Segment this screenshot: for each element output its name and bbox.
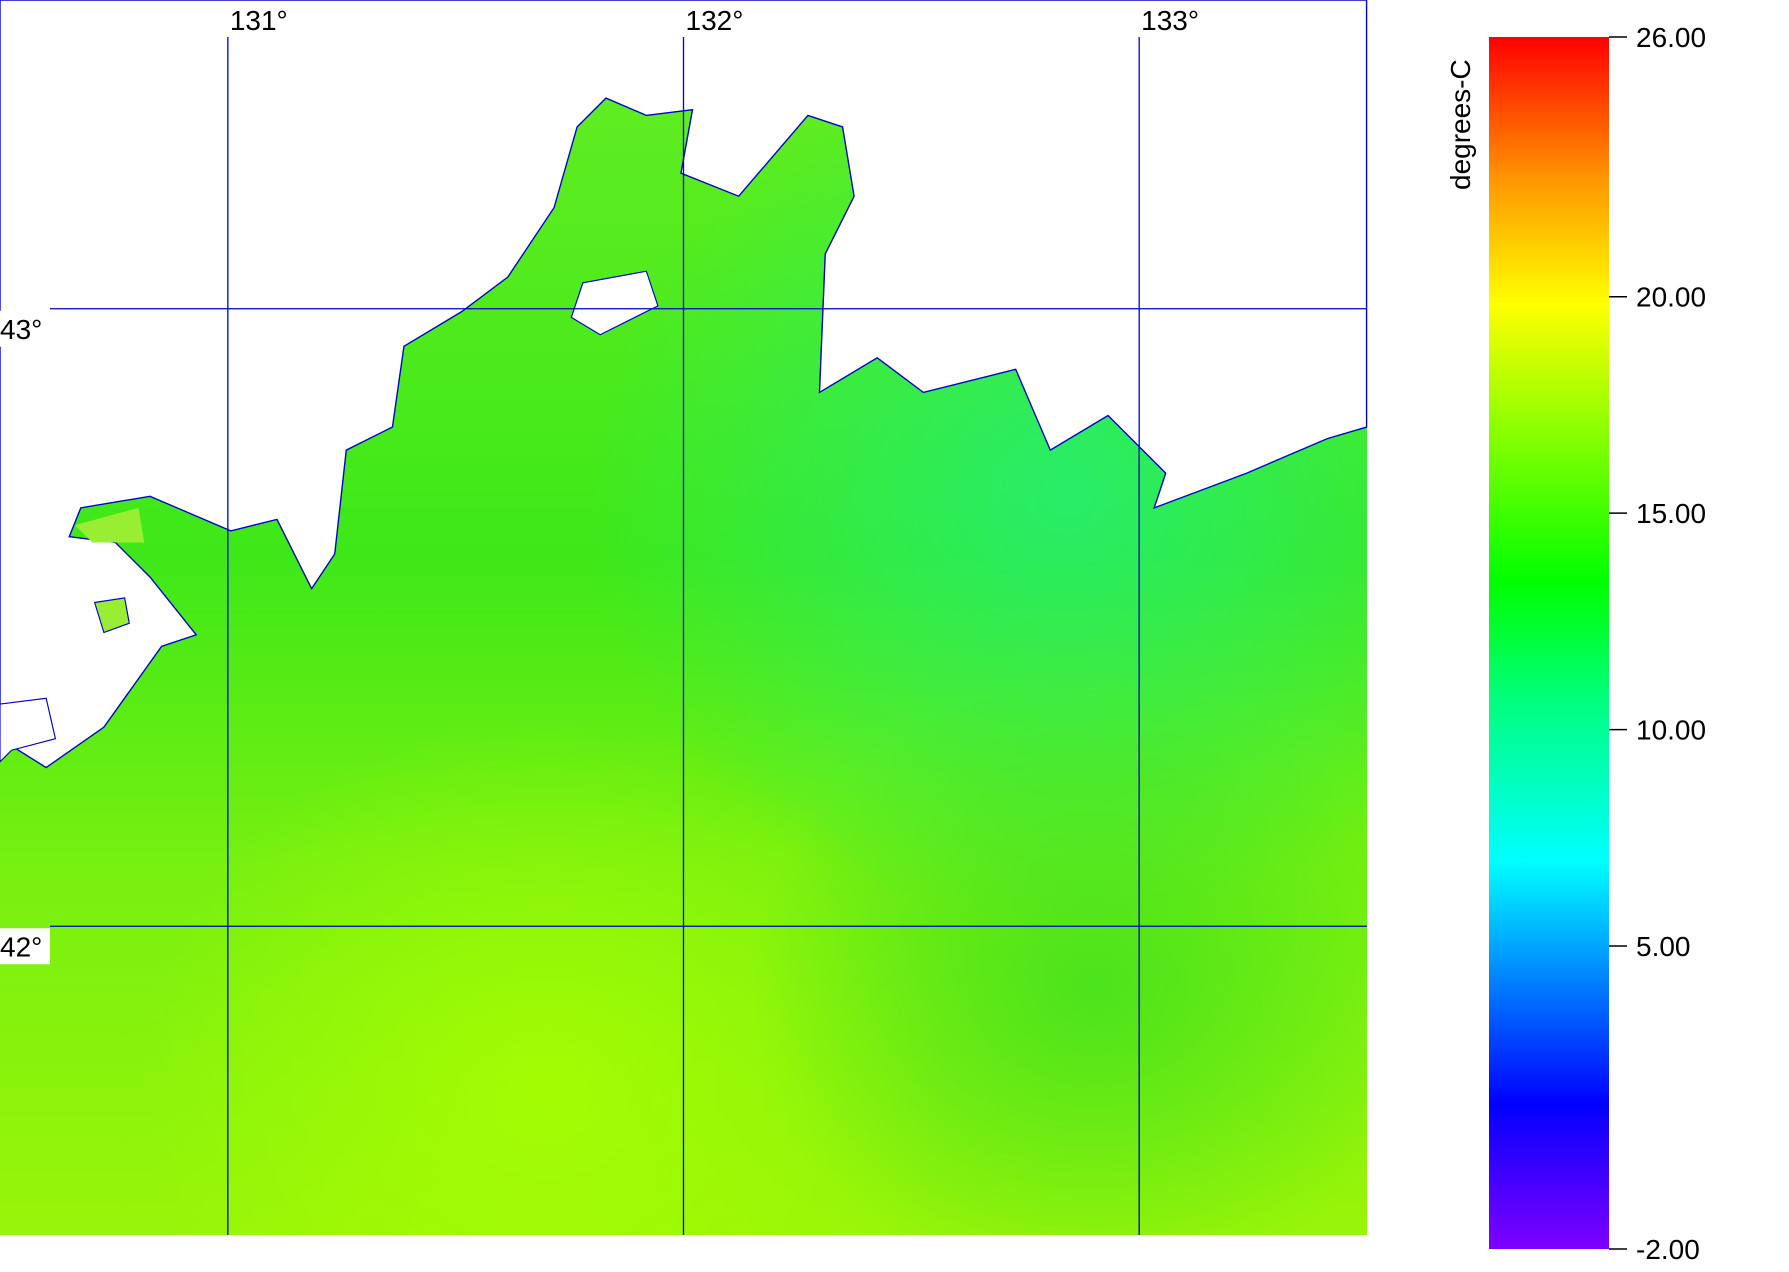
lon-label: 132° [686,5,744,36]
lon-label: 133° [1141,5,1199,36]
colorbar-tick-label: 26.00 [1636,22,1706,53]
label-bg [0,928,50,965]
island [93,597,130,634]
bay [75,507,145,543]
lon-label: 131° [230,5,288,36]
colorbar-tick-label: 10.00 [1636,715,1706,746]
colorbar-tick-label: 5.00 [1636,931,1691,962]
colorbar-title: degrees-C [1445,59,1476,190]
coastline [0,0,1368,769]
lat-label: 42° [0,931,42,962]
label-bg [0,310,50,347]
coastline-west [0,697,57,763]
land [0,0,1368,769]
lat-label: 43° [0,314,42,345]
colorbar [1489,37,1609,1249]
colorbar-tick-label: 15.00 [1636,498,1706,529]
colorbar-tick-label: -2.00 [1636,1234,1700,1265]
island [570,270,659,336]
colorbar-tick-label: 20.00 [1636,282,1706,313]
